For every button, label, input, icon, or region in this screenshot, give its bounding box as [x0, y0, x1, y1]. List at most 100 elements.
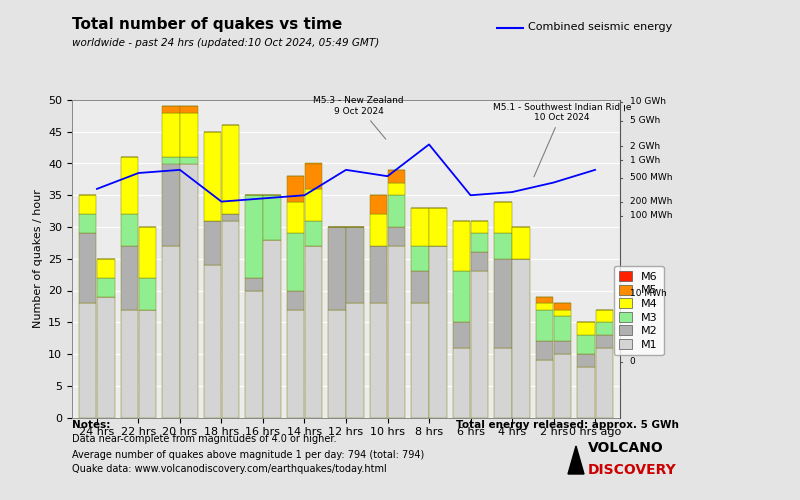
Bar	[286, 310, 304, 418]
Bar	[180, 164, 198, 418]
Bar	[578, 354, 594, 366]
Text: 10 GWh: 10 GWh	[630, 97, 666, 106]
Bar	[162, 112, 179, 157]
Bar	[305, 189, 322, 220]
Bar	[513, 259, 530, 418]
Bar	[595, 348, 613, 418]
Bar	[453, 348, 470, 418]
Bar	[121, 310, 138, 418]
Text: Combined seismic energy: Combined seismic energy	[528, 22, 672, 32]
Bar	[536, 310, 553, 342]
Bar	[204, 265, 221, 418]
Text: DISCOVERY: DISCOVERY	[588, 463, 677, 477]
Text: M5.3 - New Zealand
9 Oct 2024: M5.3 - New Zealand 9 Oct 2024	[313, 96, 404, 139]
Bar	[346, 303, 364, 418]
Bar	[554, 316, 571, 342]
Bar	[328, 227, 346, 310]
Bar	[162, 157, 179, 164]
Bar	[180, 112, 198, 157]
Bar	[388, 227, 406, 246]
Bar	[139, 227, 156, 278]
Bar	[453, 272, 470, 322]
Bar	[554, 303, 571, 310]
Bar	[370, 214, 387, 246]
Bar	[578, 335, 594, 354]
Text: Data near-complete from magnitudes of 4.0 or higher.: Data near-complete from magnitudes of 4.…	[72, 434, 337, 444]
Text: 10 MWh: 10 MWh	[630, 289, 666, 298]
Bar	[98, 278, 114, 297]
Bar	[204, 132, 221, 220]
Bar	[370, 246, 387, 303]
Text: Total number of quakes vs time: Total number of quakes vs time	[72, 18, 342, 32]
Bar	[430, 208, 447, 246]
Bar	[430, 246, 447, 418]
Bar	[286, 202, 304, 234]
Bar	[346, 227, 364, 303]
Text: 500 MWh: 500 MWh	[630, 174, 672, 182]
Bar	[370, 303, 387, 418]
Bar	[305, 220, 322, 246]
Text: M5.1 - Southwest Indian Ridge
10 Oct 2024: M5.1 - Southwest Indian Ridge 10 Oct 202…	[493, 103, 631, 177]
Text: Total energy released: approx. 5 GWh: Total energy released: approx. 5 GWh	[456, 420, 679, 430]
Bar	[411, 246, 429, 272]
Text: worldwide - past 24 hrs (updated:10 Oct 2024, 05:49 GMT): worldwide - past 24 hrs (updated:10 Oct …	[72, 38, 379, 48]
Bar	[180, 106, 198, 112]
Bar	[388, 170, 406, 182]
Bar	[471, 234, 488, 252]
Bar	[286, 290, 304, 310]
Bar	[162, 246, 179, 418]
Bar	[245, 278, 262, 290]
Bar	[245, 195, 262, 278]
Bar	[494, 202, 512, 234]
Bar	[388, 246, 406, 418]
Text: 5 GWh: 5 GWh	[630, 116, 660, 125]
Bar	[513, 227, 530, 259]
Bar	[411, 303, 429, 418]
Bar	[263, 240, 281, 418]
Bar	[388, 195, 406, 227]
Text: 100 MWh: 100 MWh	[630, 212, 672, 220]
Bar	[98, 297, 114, 418]
Bar	[305, 246, 322, 418]
Bar	[388, 182, 406, 195]
Bar	[536, 303, 553, 310]
Text: 0: 0	[630, 358, 635, 366]
Bar	[180, 157, 198, 164]
Bar	[139, 278, 156, 310]
Bar	[245, 290, 262, 418]
Bar	[453, 220, 470, 272]
Bar	[595, 322, 613, 335]
Text: VOLCANO: VOLCANO	[588, 442, 664, 456]
Bar	[286, 234, 304, 290]
Bar	[79, 234, 97, 303]
Text: 2 GWh: 2 GWh	[630, 142, 660, 150]
Bar	[494, 234, 512, 259]
Bar	[204, 220, 221, 265]
Bar	[578, 366, 594, 418]
Bar	[222, 220, 239, 418]
Bar	[305, 164, 322, 189]
Bar	[121, 214, 138, 246]
Bar	[370, 195, 387, 214]
Bar	[554, 354, 571, 418]
Bar	[79, 214, 97, 234]
Bar	[162, 164, 179, 246]
Y-axis label: Number of quakes / hour: Number of quakes / hour	[33, 190, 42, 328]
Bar	[554, 342, 571, 354]
Bar	[328, 310, 346, 418]
Bar	[79, 195, 97, 214]
Bar	[554, 310, 571, 316]
Bar	[536, 360, 553, 418]
Bar	[578, 322, 594, 335]
Bar	[79, 303, 97, 418]
Bar	[536, 342, 553, 360]
Bar	[222, 126, 239, 214]
Bar	[536, 297, 553, 303]
Text: Notes:: Notes:	[72, 420, 110, 430]
Bar	[453, 322, 470, 347]
Bar	[471, 272, 488, 418]
Text: 1 GWh: 1 GWh	[630, 156, 660, 165]
Bar	[471, 220, 488, 234]
Bar	[595, 310, 613, 322]
Bar	[121, 157, 138, 214]
